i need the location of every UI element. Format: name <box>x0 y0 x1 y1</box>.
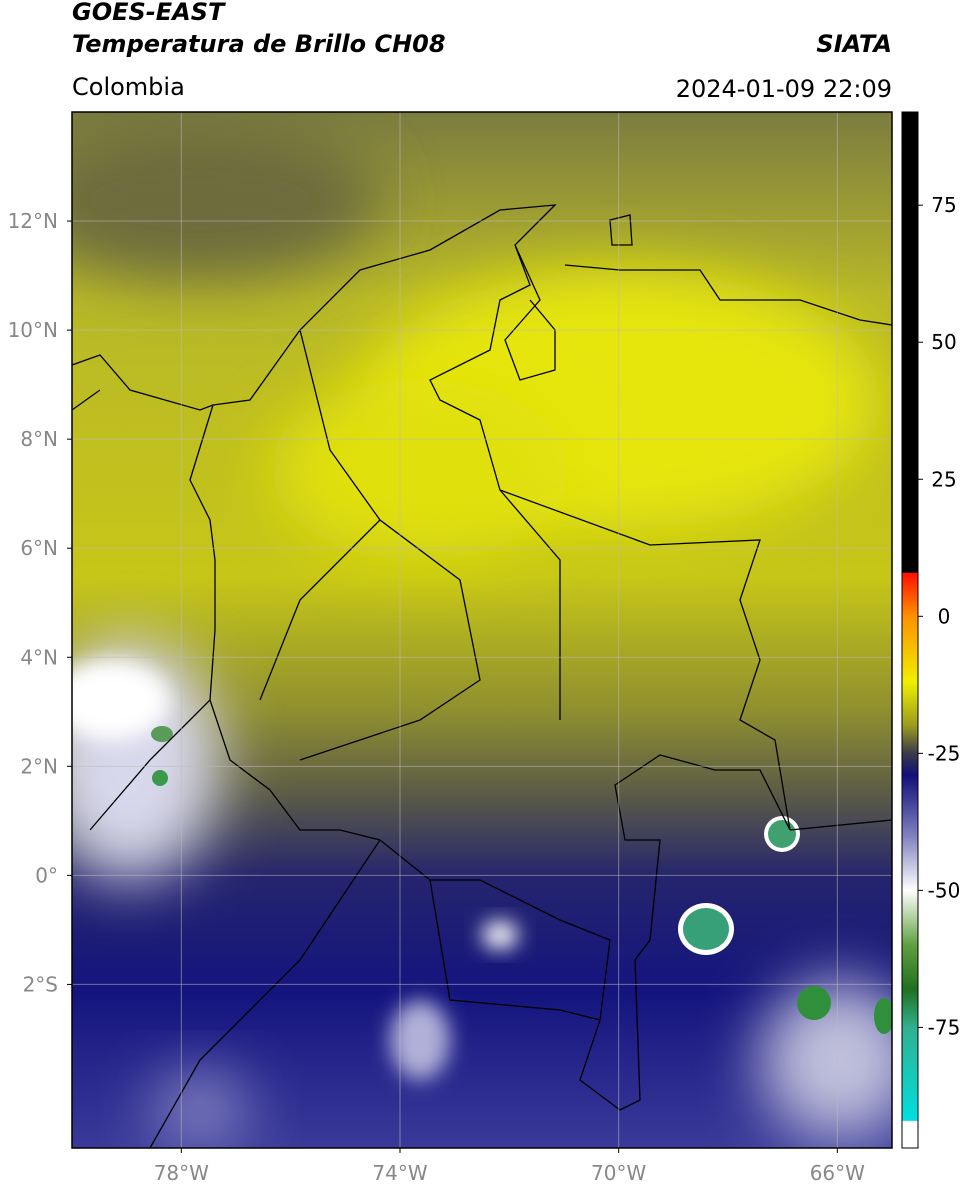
colorbar-tick-label: 25 <box>931 467 956 491</box>
lon-tick-label: 74°W <box>372 1161 427 1185</box>
satellite: GOES-EAST <box>72 0 226 26</box>
graticule <box>72 112 892 1148</box>
lat-tick-label: 2°N <box>20 754 58 778</box>
colorbar-tick-label: 75 <box>931 193 956 217</box>
colorbar-tick-label: 0 <box>938 604 951 628</box>
lat-tick-label: 12°N <box>8 209 58 233</box>
satellite-image <box>72 112 892 1148</box>
lat-tick-label: 6°N <box>20 536 58 560</box>
lat-tick-label: 10°N <box>8 318 58 342</box>
colorbar-tick-label: -25 <box>928 741 961 765</box>
colorbar-tick-label: -50 <box>928 878 961 902</box>
map-frame <box>71 111 893 1149</box>
lon-tick-label: 70°W <box>591 1161 646 1185</box>
region: Colombia <box>72 73 185 101</box>
lat-tick-label: 0° <box>35 863 58 887</box>
lat-tick-label: 2°S <box>23 972 58 996</box>
lat-tick-label: 4°N <box>20 645 58 669</box>
colorbar-tick-label: 50 <box>931 330 956 354</box>
colorbar <box>901 111 919 1149</box>
lon-tick-label: 66°W <box>810 1161 865 1185</box>
lat-tick-label: 8°N <box>20 427 58 451</box>
colorbar-tick-label: -75 <box>928 1015 961 1039</box>
product: Temperatura de Brillo CH08 <box>72 30 446 58</box>
organization: SIATA <box>816 30 892 58</box>
lon-tick-label: 78°W <box>154 1161 209 1185</box>
datetime: 2024-01-09 22:09 <box>676 75 892 103</box>
